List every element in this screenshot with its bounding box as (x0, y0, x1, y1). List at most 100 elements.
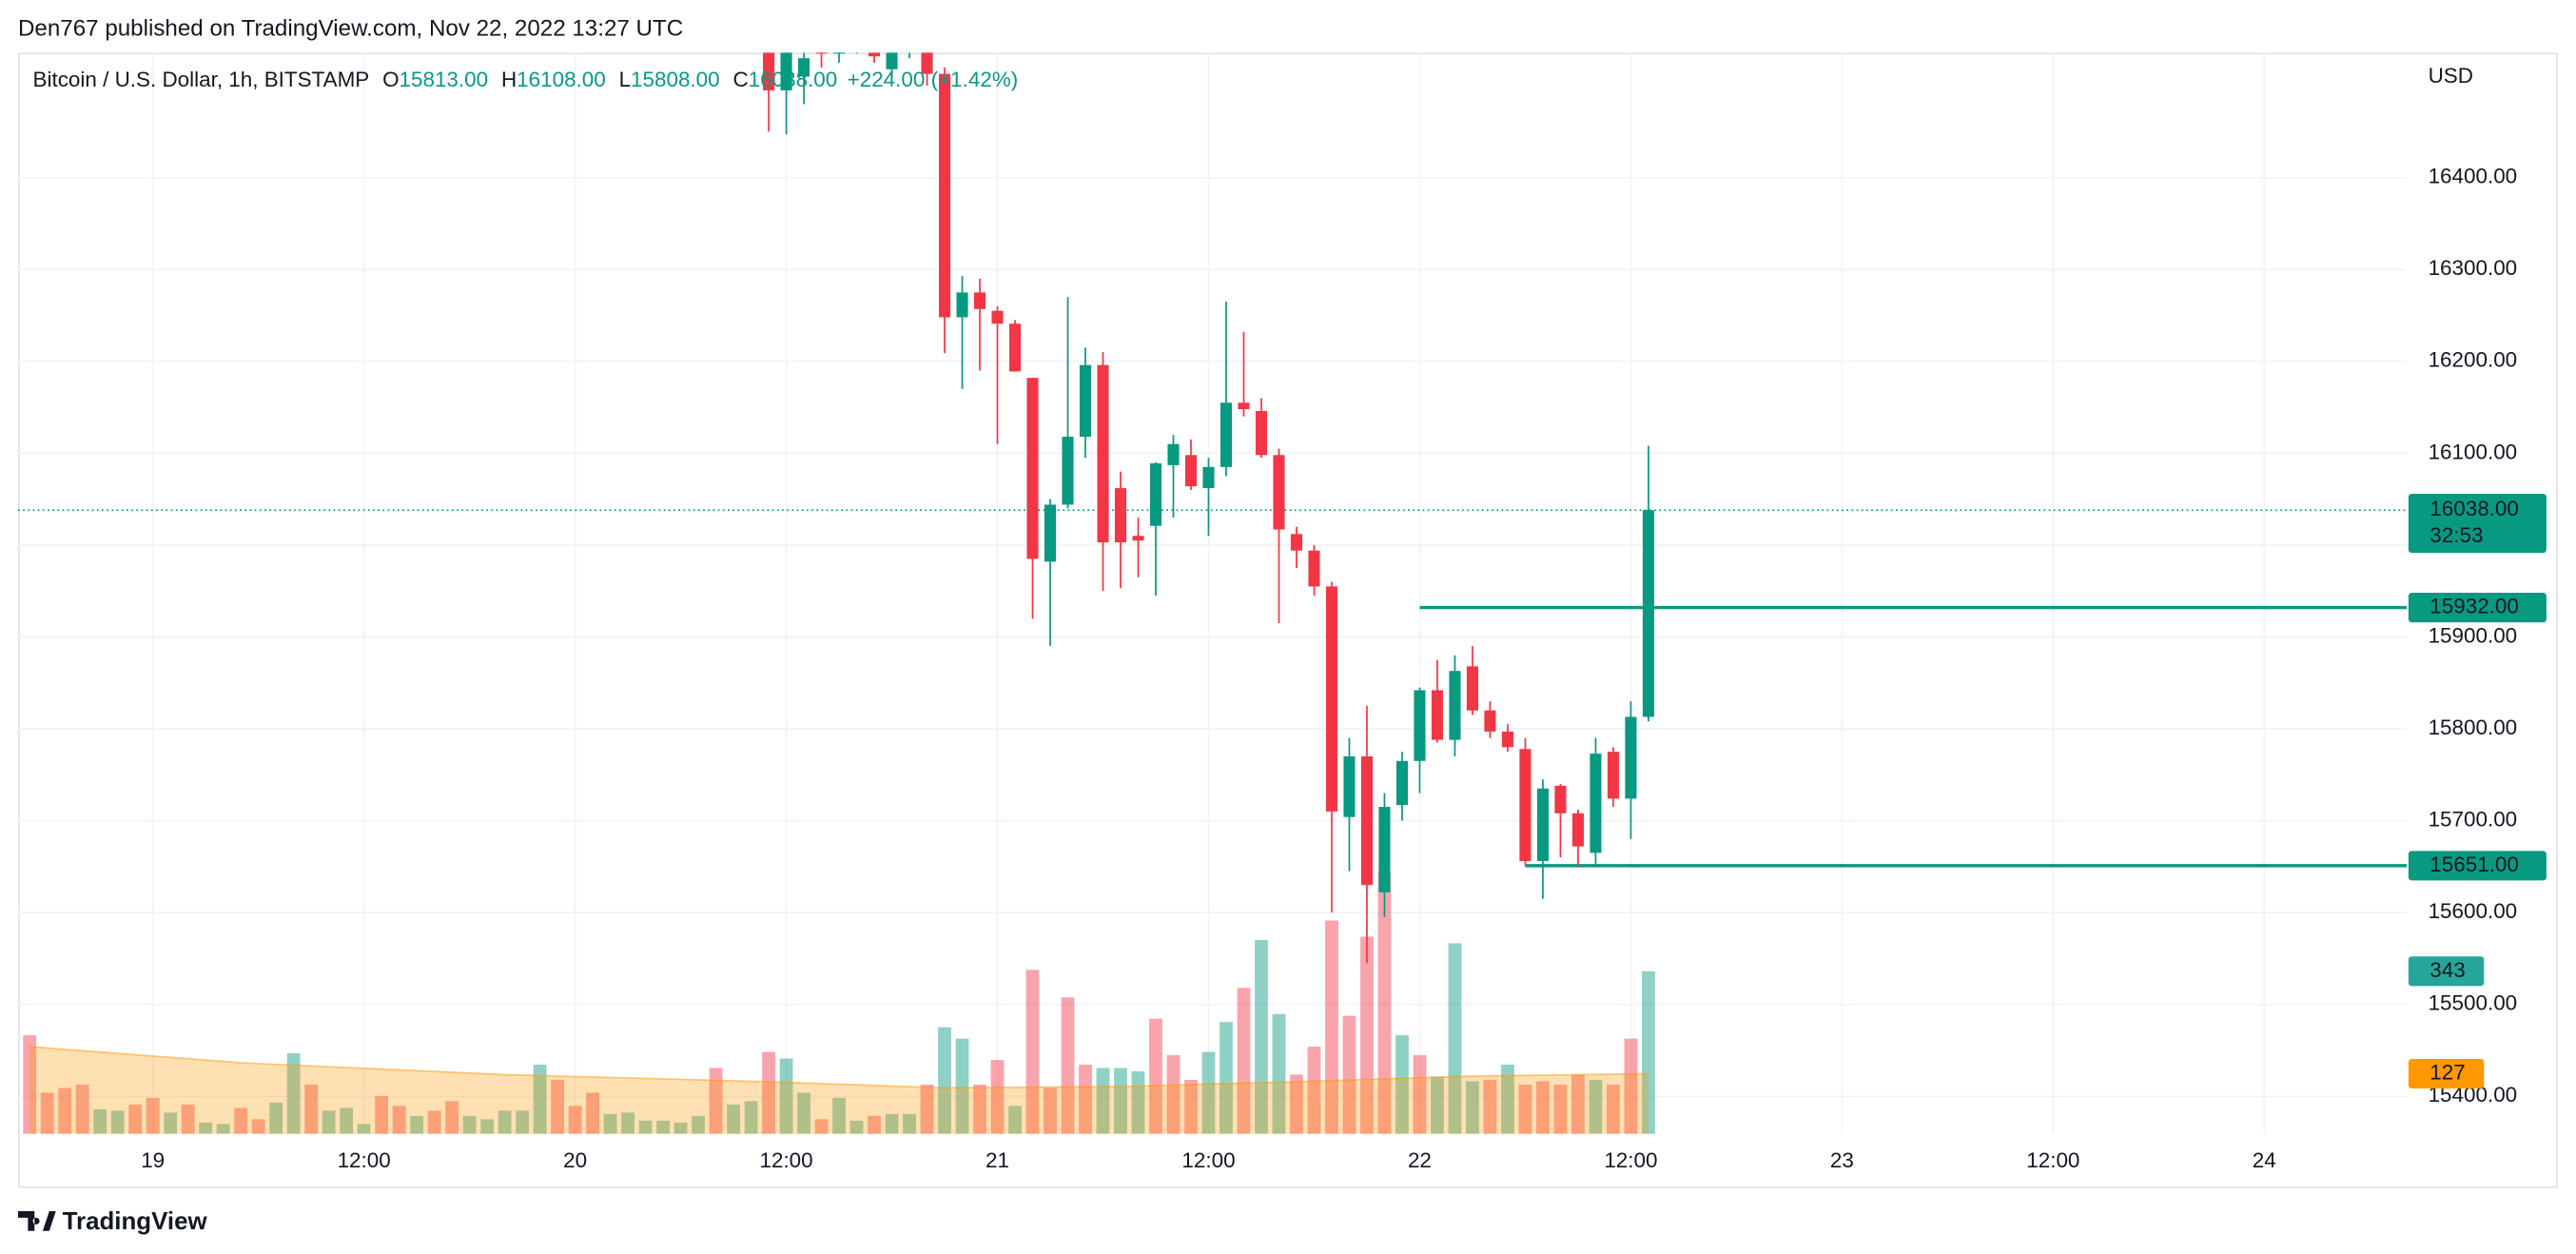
y-tick-label: 15600.00 (2429, 899, 2518, 923)
volume-bar (1571, 1074, 1585, 1134)
x-tick-label: 19 (141, 1148, 165, 1172)
legend-value: 16038.00 (749, 68, 838, 91)
volume-bar (603, 1113, 617, 1134)
volume-bar (462, 1115, 477, 1134)
candle-body (1395, 760, 1408, 806)
candle-body (1484, 710, 1496, 732)
volume-bar (1536, 1081, 1550, 1134)
volume-bar (1624, 1038, 1638, 1134)
volume-bar (1114, 1068, 1127, 1134)
volume-bar (146, 1097, 160, 1134)
level-label: 15932.00 (2430, 594, 2519, 617)
volume-bar (1307, 1047, 1321, 1134)
candle-body (833, 52, 846, 54)
candle-body (1449, 671, 1461, 740)
candle-body (1607, 752, 1619, 799)
volume-bar (868, 1115, 881, 1134)
candle-body (1378, 807, 1391, 892)
x-tick-label: 23 (1830, 1148, 1854, 1172)
volume-bar (533, 1065, 547, 1134)
candle-body (1273, 455, 1285, 530)
candle-body (1625, 716, 1637, 799)
volume-bar (357, 1124, 371, 1134)
candle-body (886, 52, 898, 69)
last-price-badge (2408, 493, 2547, 554)
volume-bar (1518, 1084, 1532, 1134)
volume-bar (340, 1107, 354, 1134)
legend-key: L (619, 68, 631, 91)
volume-bar (1079, 1065, 1092, 1134)
level-badge (2408, 593, 2547, 623)
x-tick-label: 12:00 (2026, 1148, 2079, 1172)
volume-bar (1448, 943, 1462, 1134)
volume-bar (762, 1051, 775, 1134)
volume-bar (973, 1084, 986, 1134)
volume-bar (445, 1101, 459, 1134)
y-tick-label: 16400.00 (2429, 165, 2518, 188)
volume-bar (1589, 1079, 1603, 1134)
legend-change: +224.00 (+1.42%) (848, 68, 1019, 91)
candle-body (1290, 534, 1303, 551)
legend-title: Bitcoin / U.S. Dollar, 1h, BITSTAMP (33, 68, 370, 91)
legend-value: 15813.00 (400, 68, 489, 91)
x-tick-label: 12:00 (1181, 1148, 1235, 1172)
volume-bar (1501, 1065, 1514, 1134)
candle-body (904, 35, 915, 45)
volume-bar (269, 1102, 283, 1134)
y-tick-label: 16200.00 (2429, 348, 2518, 372)
volume-bar (656, 1120, 670, 1134)
volume-label: 343 (2430, 958, 2465, 982)
y-tick-label: 15700.00 (2429, 807, 2518, 831)
y-tick-label: 15500.00 (2429, 991, 2518, 1015)
candle-body (1149, 462, 1162, 526)
legend-value: 16108.00 (517, 68, 606, 91)
volume-ma-label: 127 (2430, 1060, 2465, 1084)
y-tick-label: 16100.00 (2429, 440, 2518, 463)
volume-bar (1641, 970, 1655, 1134)
candle-body (1325, 586, 1338, 812)
candle-body (1079, 364, 1092, 437)
volume-bar (392, 1106, 406, 1134)
volume-bar (1483, 1079, 1497, 1134)
volume-bar (1096, 1068, 1110, 1134)
candle-body (780, 52, 792, 90)
volume-bar (885, 1113, 899, 1134)
volume-bar (181, 1104, 195, 1134)
volume-bar (1360, 936, 1374, 1134)
legend-value: 15808.00 (631, 68, 720, 91)
x-tick-label: 24 (2253, 1148, 2276, 1172)
volume-bar (1237, 988, 1251, 1134)
volume-bar (1342, 1015, 1356, 1134)
candle-body (1466, 666, 1478, 711)
volume-bar (1220, 1022, 1233, 1134)
candle-body (1202, 466, 1215, 489)
candle-body (973, 292, 986, 309)
volume-bar (216, 1124, 230, 1134)
volume-bar (727, 1104, 740, 1134)
legend-key: O (382, 68, 399, 91)
volume-bar (1149, 1018, 1162, 1134)
candle-body (815, 52, 828, 54)
candle-body (868, 52, 881, 57)
candle-body (1044, 504, 1057, 562)
volume-bar (75, 1084, 89, 1134)
volume-bar (568, 1106, 582, 1134)
volume-bar (955, 1038, 969, 1134)
volume-bar (1131, 1071, 1145, 1134)
footer-brand: TradingView (63, 1208, 208, 1235)
candle-body (921, 52, 933, 74)
volume-bar (1025, 970, 1040, 1134)
x-tick-label: 12:00 (338, 1148, 391, 1172)
x-tick-label: 22 (1408, 1148, 1432, 1172)
candle-body (991, 310, 1004, 324)
volume-bar (779, 1058, 793, 1134)
volume-bar (516, 1110, 530, 1134)
volume-bar (1044, 1087, 1057, 1134)
candle-body (1536, 788, 1549, 862)
tv-logo: TradingView (17, 1208, 208, 1235)
volume-bar (480, 1119, 495, 1134)
volume-bar (286, 1053, 301, 1134)
volume-ma-line (29, 1046, 1649, 1089)
volume-ma-badge (2408, 1058, 2485, 1089)
candle-body (1220, 402, 1233, 467)
